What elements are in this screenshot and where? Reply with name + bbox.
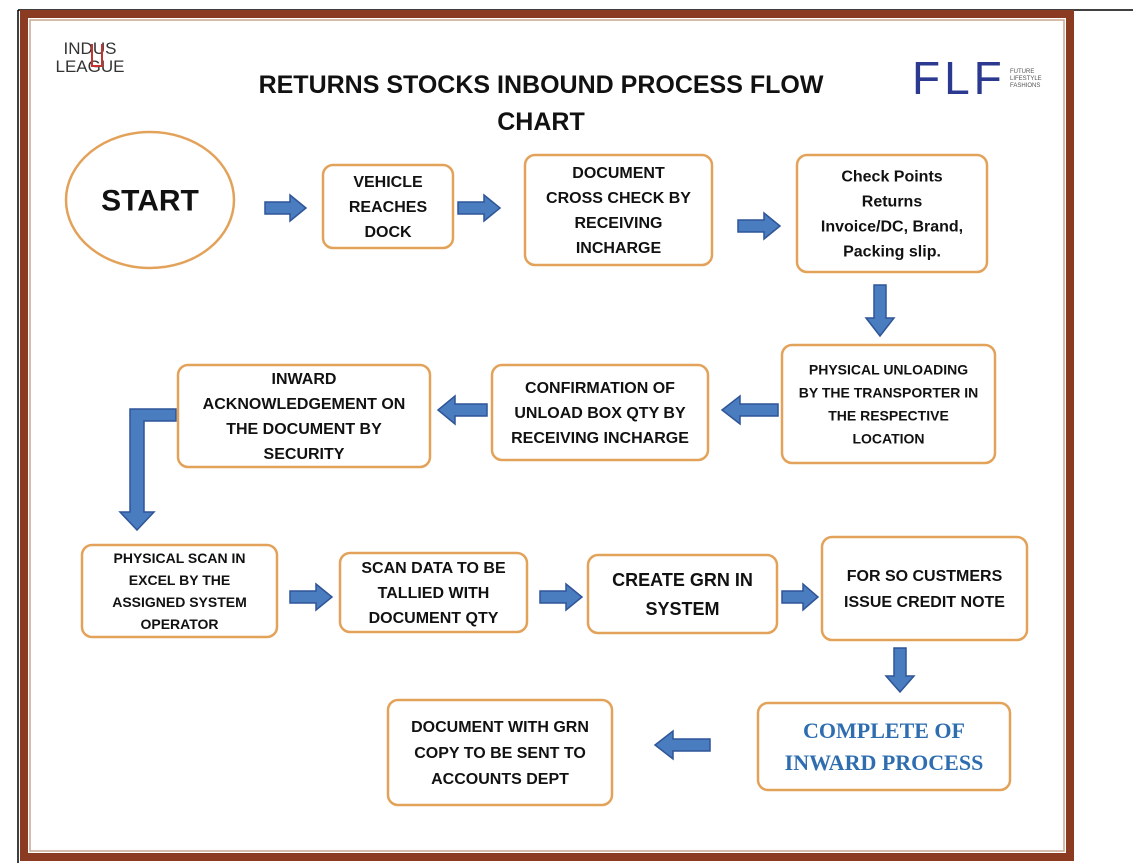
node-label: Invoice/DC, Brand, [821,219,963,236]
node-label: DOCK [364,224,412,241]
logo-left: INDUS LEAGUE [56,39,125,76]
node: DOCUMENT CROSS CHECK BY RECEIVING INCHARGE [523,153,714,267]
logo-small: FASHIONS [1010,83,1040,89]
node-shape [795,153,989,274]
arrow [737,211,782,241]
node-shape [64,130,236,270]
arrow [118,408,177,532]
logo-mark [91,44,103,67]
node-shape [523,153,714,267]
node-label: OPERATOR [140,616,218,632]
node-shape [386,698,614,807]
node-label: ACKNOWLEDGEMENT ON [203,396,406,413]
arrow [864,284,896,338]
node-shape [338,551,529,634]
arrow [457,193,502,223]
node: Check Points Returns Invoice/DC, Brand, Pac… [795,153,989,274]
logo-right: FLF FUTURE LIFESTYLE FASHIONS [912,52,1042,104]
logo-text: INDUS [64,39,117,58]
arrow [720,394,779,426]
node: PHYSICAL SCAN IN EXCEL BY THE ASSIGNED SYS… [80,543,279,639]
node-shape [586,553,779,635]
node-label: FOR SO CUSTMERS [847,568,1003,585]
node-label: ACCOUNTS DEPT [431,771,569,788]
node-shape [176,363,432,469]
node-label: INCHARGE [576,240,662,257]
node-label: CONFIRMATION OF [525,380,675,397]
node: START [64,130,236,270]
logo-small: FUTURE [1010,69,1034,75]
node: DOCUMENT WITH GRN COPY TO BE SENT TO ACCOU… [386,698,614,807]
node-label: SECURITY [264,446,345,463]
nodes: START VEHICLE REACHES DOCK DOCUMENT CROSS CHE… [64,130,1029,807]
node-shape [820,535,1029,642]
board-inner [29,19,1065,852]
node: VEHICLE REACHES DOCK [321,163,455,250]
node-label: THE DOCUMENT BY [226,421,382,438]
node-label: COPY TO BE SENT TO [414,745,586,762]
node-label: RECEIVING INCHARGE [511,430,689,447]
logo-text: FLF [912,52,1006,104]
logo-text: LEAGUE [56,57,125,76]
node-label: ASSIGNED SYSTEM [112,594,247,610]
arrow [436,394,488,426]
title: CHART [497,108,585,136]
node-shape [756,701,1012,792]
node: SCAN DATA TO BE TALLIED WITH DOCUMENT QTY [338,551,529,634]
node-label: REACHES [349,199,428,216]
node-shape [780,343,997,465]
node-label: CREATE GRN IN [612,570,753,590]
node-label: ISSUE CREDIT NOTE [844,594,1005,611]
arrow [884,647,916,694]
node-label: SCAN DATA TO BE [361,560,506,577]
node: FOR SO CUSTMERS ISSUE CREDIT NOTE [820,535,1029,642]
node: INWARD ACKNOWLEDGEMENT ON THE DOCUMENT BY S… [176,363,432,469]
node-label: COMPLETE OF [803,718,965,743]
node-label: THE RESPECTIVE [828,407,949,423]
node-label: Check Points [841,169,942,186]
node-label: Packing slip. [843,244,941,261]
node: COMPLETE OF INWARD PROCESS [756,701,1012,792]
arrow [264,193,308,223]
node-label: LOCATION [852,430,924,446]
node-label: UNLOAD BOX QTY BY [514,405,686,422]
node-shape [80,543,279,639]
arrows [118,193,916,761]
node-label: INWARD [272,371,337,388]
node-label: START [101,185,199,218]
node-label: TALLIED WITH [378,585,490,602]
arrow [539,582,584,612]
node-label: VEHICLE [353,174,423,191]
node-label: INWARD PROCESS [785,750,984,775]
node: PHYSICAL UNLOADING BY THE TRANSPORTER IN T… [780,343,997,465]
node-shape [321,163,455,250]
node-label: SYSTEM [645,599,719,619]
arrow [653,729,711,761]
node-label: DOCUMENT WITH GRN [411,719,589,736]
node-label: DOCUMENT [572,165,665,182]
node-label: RECEIVING [574,215,662,232]
node-label: DOCUMENT QTY [369,610,499,627]
node-label: PHYSICAL SCAN IN [114,550,246,566]
node-label: BY THE TRANSPORTER IN [799,384,978,400]
node-label: Returns [862,194,923,211]
node-label: PHYSICAL UNLOADING [809,361,968,377]
node: CREATE GRN IN SYSTEM [586,553,779,635]
node-label: CROSS CHECK BY [546,190,691,207]
title: RETURNS STOCKS INBOUND PROCESS FLOW [259,71,824,99]
node-shape [490,363,710,462]
logo-small: LIFESTYLE [1010,76,1042,82]
arrow [289,582,334,612]
node-label: EXCEL BY THE [129,572,230,588]
node: CONFIRMATION OF UNLOAD BOX QTY BY RECEIVIN… [490,363,710,462]
arrow [781,582,820,612]
